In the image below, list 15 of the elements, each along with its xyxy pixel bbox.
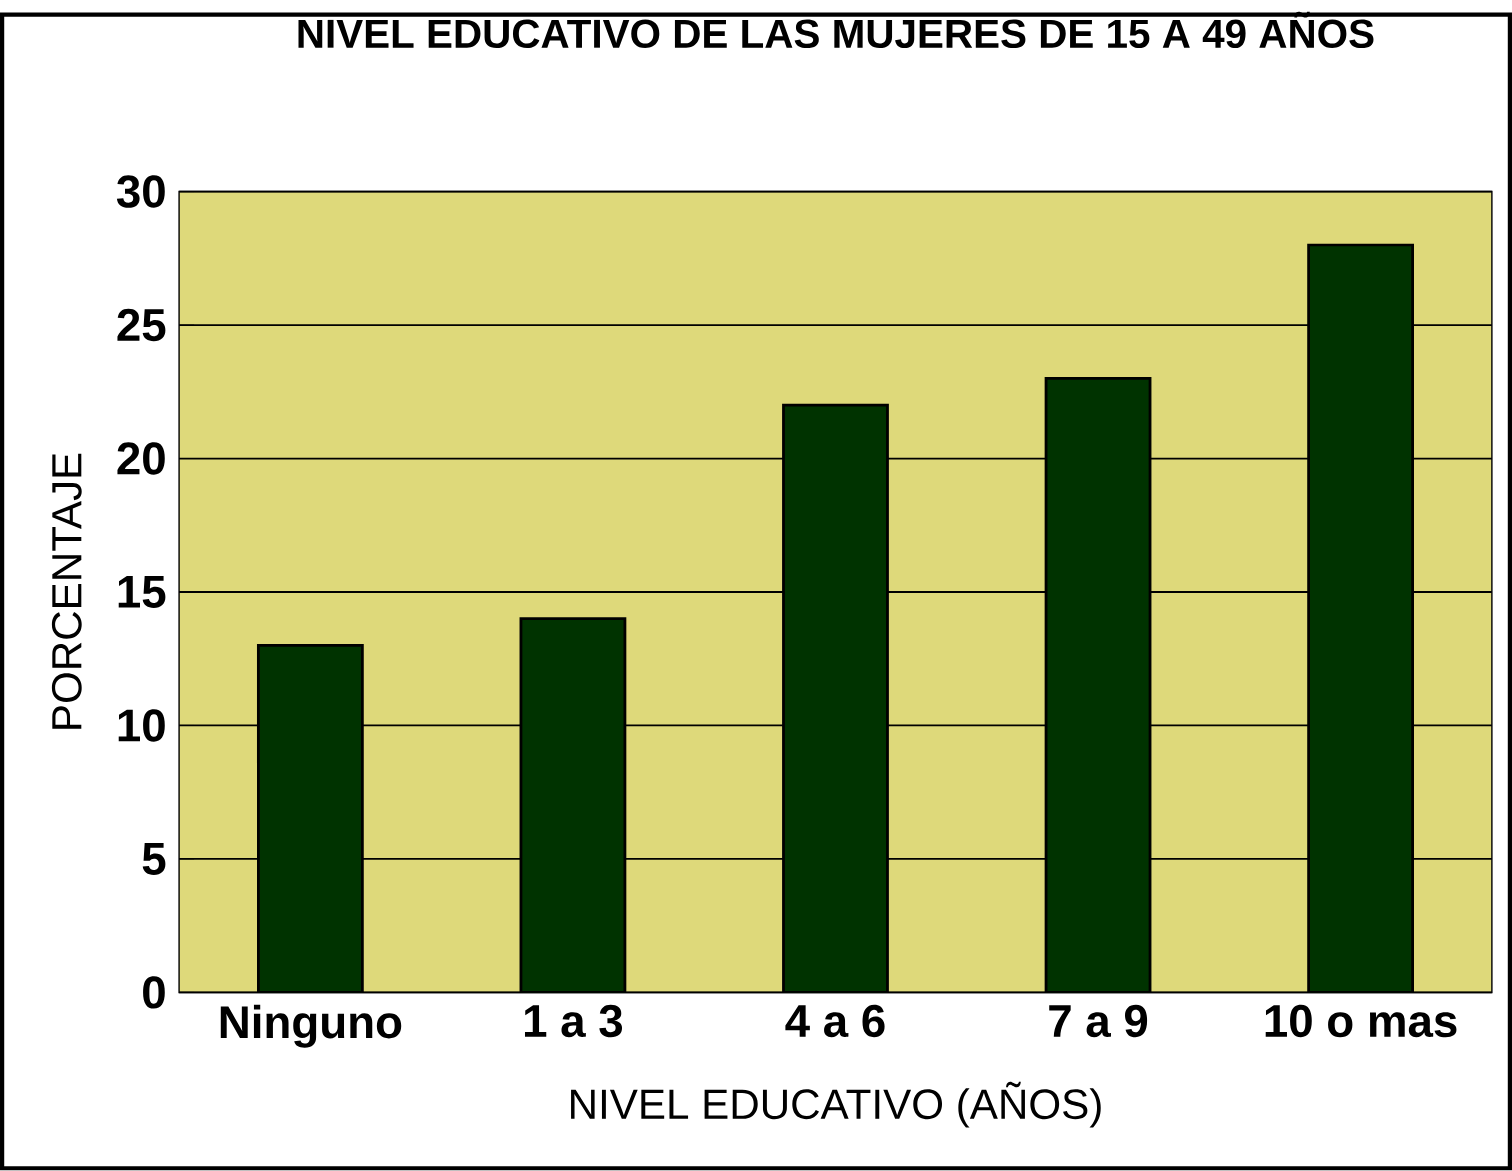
y-tick-label: 25 xyxy=(117,309,166,342)
y-tick-label: 5 xyxy=(142,843,166,876)
x-tick-label: 7 a 9 xyxy=(1049,1005,1148,1038)
y-tick-label: 10 xyxy=(118,709,165,742)
x-tick-label: 4 a 6 xyxy=(785,1005,885,1038)
x-axis-title: NIVEL EDUCATIVO (AÑOS) xyxy=(571,1081,1101,1128)
y-axis-title: PORCENTAJE xyxy=(51,453,82,729)
x-tick-label: Ninguno xyxy=(220,1005,402,1048)
y-tick-label: 30 xyxy=(116,175,165,208)
y-tick-label: 15 xyxy=(118,576,166,609)
y-tick-label: 20 xyxy=(117,442,165,475)
x-tick-label: 10 o mas xyxy=(1265,1005,1457,1038)
x-tick-label: 1 a 3 xyxy=(524,1005,623,1038)
chart-title: NIVEL EDUCATIVO DE LAS MUJERES DE 15 A 49 AÑOS xyxy=(298,11,1374,49)
y-tick-label: 0 xyxy=(143,976,165,1009)
